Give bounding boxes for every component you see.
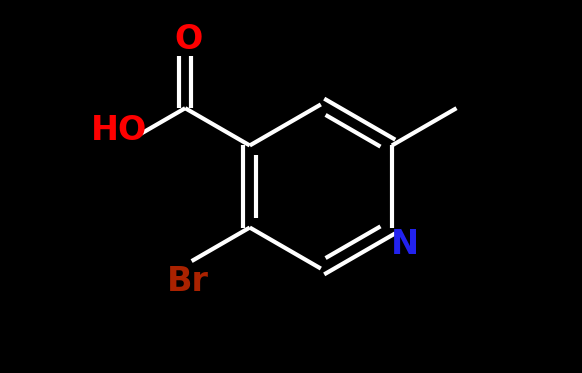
Text: Br: Br: [167, 265, 209, 298]
Text: HO: HO: [91, 114, 148, 147]
Text: O: O: [175, 23, 203, 56]
Text: N: N: [391, 228, 419, 261]
